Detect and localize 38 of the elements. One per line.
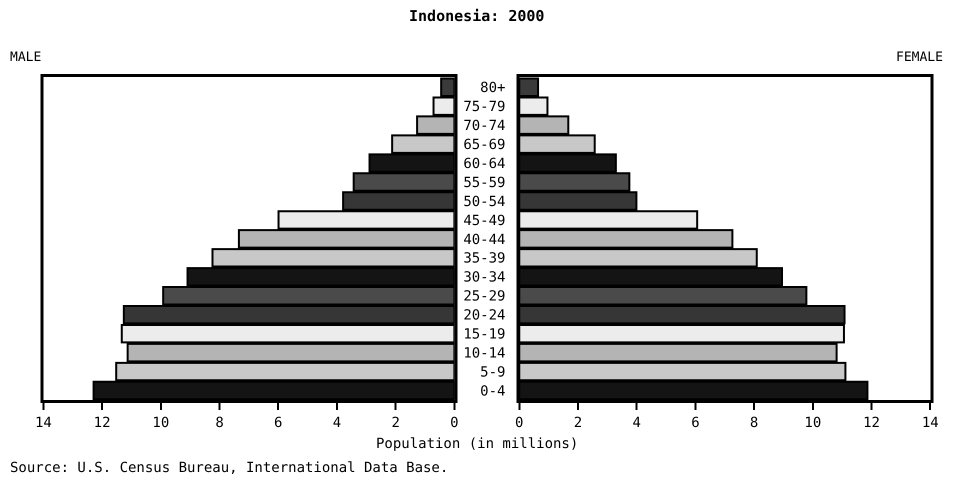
x-tick-label: 4 <box>632 414 641 431</box>
y-tick-label: 40-44 <box>463 232 506 248</box>
x-tick-label: 10 <box>152 414 170 431</box>
y-tick-label: 25-29 <box>463 288 506 305</box>
x-tick-label: 6 <box>274 414 282 431</box>
source-note: Source: U.S. Census Bureau, International Data Base. <box>10 460 448 476</box>
x-tick-label: 12 <box>863 414 880 431</box>
x-tick-label: 10 <box>804 414 822 431</box>
y-tick-label: 10-14 <box>463 346 506 362</box>
x-tick-label: 6 <box>691 414 700 431</box>
x-tick-label: 8 <box>215 414 224 431</box>
y-tick-label: 20-24 <box>463 308 506 324</box>
text: MALE <box>10 50 42 65</box>
x-tick-label: 14 <box>922 414 939 431</box>
x-tick-label: 8 <box>750 414 758 431</box>
y-tick-label: 65-69 <box>463 137 506 153</box>
y-tick-label: 75-79 <box>463 99 506 116</box>
x-axis-title: Population (in millions) <box>376 436 578 452</box>
text: FEMALE <box>896 50 943 65</box>
y-tick-label: 30-34 <box>463 270 506 286</box>
x-tick-label: 2 <box>391 414 400 431</box>
x-tick-label: 0 <box>450 414 459 431</box>
y-tick-label: 55-59 <box>463 174 506 191</box>
x-tick-label: 2 <box>574 414 582 431</box>
x-tick-label: 14 <box>34 414 52 431</box>
y-tick-label: 15-19 <box>463 326 506 343</box>
y-tick-label: 70-74 <box>463 118 506 134</box>
y-tick-label: 50-54 <box>463 194 506 210</box>
y-tick-label: 0-4 <box>480 383 506 400</box>
chart-title: Indonesia: 2000 <box>409 7 544 25</box>
y-tick-label: 80+ <box>480 80 506 96</box>
x-tick-label: 4 <box>332 414 342 431</box>
x-tick-label: 12 <box>94 414 111 431</box>
y-tick-label: 45-49 <box>463 212 506 229</box>
y-tick-label: 5-9 <box>480 364 506 380</box>
y-tick-label: 60-64 <box>463 156 506 172</box>
y-tick-label: 35-39 <box>463 250 506 267</box>
x-tick-label: 0 <box>515 414 524 431</box>
